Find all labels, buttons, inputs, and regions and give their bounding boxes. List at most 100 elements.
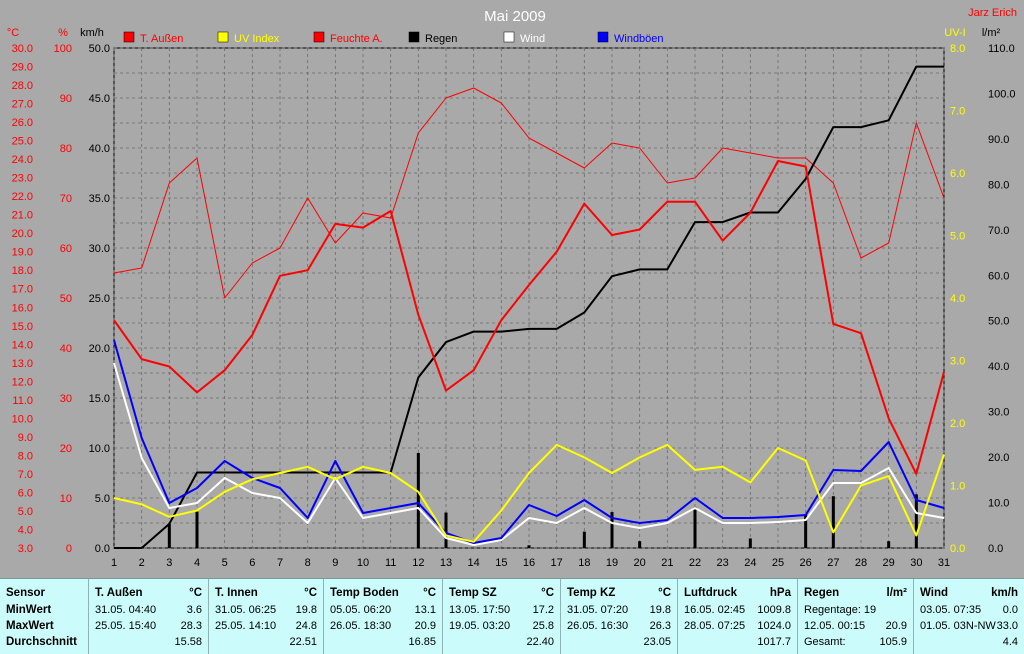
temp-axis-unit: °C bbox=[7, 27, 19, 39]
chart-title: Mai 2009 bbox=[484, 8, 546, 25]
legend-swatch bbox=[313, 31, 325, 43]
stats-column-unit: °C bbox=[304, 587, 317, 599]
rain-tick-label: 50.0 bbox=[988, 316, 1009, 328]
stats-row-label: 26.05. 18:30 bbox=[330, 620, 392, 632]
stats-column: Wind km/h 03.05. 07:35 0.0 01.05. 03N-NW 33.0… bbox=[913, 579, 1024, 654]
stats-column-title: T. Innen bbox=[215, 587, 258, 599]
rain-bar bbox=[527, 545, 531, 548]
temp-tick-label: 5.0 bbox=[18, 506, 33, 518]
rain-bar bbox=[748, 538, 752, 548]
stats-column-unit: °C bbox=[423, 587, 436, 599]
legend-swatch bbox=[217, 31, 229, 43]
legend-label: T. Außen bbox=[140, 33, 183, 45]
stats-row-label: 26.05. 16:30 bbox=[567, 620, 629, 632]
temp-tick-label: 11.0 bbox=[12, 395, 33, 407]
uv-tick-label: 1.0 bbox=[950, 481, 965, 493]
stats-row-label: 13.05. 17:50 bbox=[449, 604, 511, 616]
rain-bar bbox=[804, 514, 808, 548]
uv-tick-label: 3.0 bbox=[950, 356, 965, 368]
stats-row: 26.05. 18:30 20.9 bbox=[330, 620, 436, 634]
temp-tick-label: 7.0 bbox=[18, 469, 33, 481]
x-tick-label: 26 bbox=[800, 557, 812, 569]
stats-column-unit: °C bbox=[658, 587, 671, 599]
stats-column-title: Temp Boden bbox=[330, 587, 399, 599]
x-tick-label: 2 bbox=[139, 557, 145, 569]
stats-column-title: Luftdruck bbox=[684, 587, 738, 599]
legend-swatch bbox=[408, 31, 420, 43]
rain-tick-label: 90.0 bbox=[988, 134, 1009, 146]
temp-tick-label: 9.0 bbox=[18, 432, 33, 444]
x-tick-label: 4 bbox=[194, 557, 200, 569]
percent-tick-label: 50 bbox=[60, 293, 72, 305]
stats-row-label: 31.05. 04:40 bbox=[95, 604, 157, 616]
x-tick-label: 19 bbox=[606, 557, 618, 569]
x-tick-label: 7 bbox=[277, 557, 283, 569]
stats-column: Temp Boden °C 05.05. 06:20 13.1 26.05. 18:30… bbox=[323, 579, 442, 654]
x-tick-label: 31 bbox=[938, 557, 950, 569]
percent-tick-label: 20 bbox=[60, 443, 72, 455]
x-tick-label: 15 bbox=[495, 557, 507, 569]
rain-bar bbox=[638, 541, 642, 548]
series-line bbox=[113, 443, 945, 543]
rain-bar bbox=[167, 523, 171, 548]
row-label-min: MinWert bbox=[6, 604, 52, 616]
rain-bar bbox=[693, 507, 697, 548]
rain-axis-unit: l/m² bbox=[982, 27, 1001, 39]
x-tick-label: 20 bbox=[634, 557, 646, 569]
temp-tick-label: 21.0 bbox=[12, 210, 33, 222]
series-line bbox=[113, 362, 945, 546]
percent-axis-unit: % bbox=[58, 27, 68, 39]
temp-tick-label: 24.0 bbox=[12, 154, 33, 166]
rain-tick-label: 40.0 bbox=[988, 361, 1009, 373]
stats-column-unit: km/h bbox=[991, 587, 1018, 599]
percent-tick-label: 40 bbox=[60, 343, 72, 355]
legend-swatch bbox=[123, 31, 135, 43]
kmh-tick-label: 5.0 bbox=[95, 493, 110, 505]
stats-column: Luftdruck hPa 16.05. 02:45 1009.8 28.05. 07:… bbox=[677, 579, 797, 654]
kmh-axis-unit: km/h bbox=[80, 27, 104, 39]
stats-row-label: 25.05. 14:10 bbox=[215, 620, 277, 632]
x-tick-label: 11 bbox=[385, 557, 396, 569]
stats-row-value: 3.6 bbox=[186, 604, 202, 616]
stats-row-label: 01.05. 03N-NW bbox=[920, 620, 996, 632]
stats-row-label: 25.05. 15:40 bbox=[95, 620, 157, 632]
x-tick-label: 22 bbox=[689, 557, 701, 569]
temp-tick-label: 13.0 bbox=[12, 358, 33, 370]
legend-swatch bbox=[597, 31, 609, 43]
kmh-tick-label: 35.0 bbox=[89, 193, 110, 205]
stats-row: 16.05. 02:45 1009.8 bbox=[684, 604, 791, 618]
stats-row-label: 16.05. 02:45 bbox=[684, 604, 746, 616]
percent-tick-label: 60 bbox=[60, 243, 72, 255]
temp-tick-label: 22.0 bbox=[12, 191, 33, 203]
stats-column-unit: l/m² bbox=[886, 587, 907, 599]
stats-row-label: 31.05. 07:20 bbox=[567, 604, 629, 616]
grid-lines bbox=[113, 47, 945, 549]
stats-row: 12.05. 00:15 20.9 bbox=[804, 620, 907, 634]
temp-tick-label: 29.0 bbox=[12, 62, 33, 74]
x-tick-label: 9 bbox=[332, 557, 338, 569]
uv-tick-label: 4.0 bbox=[950, 293, 965, 305]
legend-swatch bbox=[503, 31, 515, 43]
temp-tick-label: 6.0 bbox=[18, 487, 33, 499]
rain-tick-label: 10.0 bbox=[988, 498, 1009, 510]
stats-column-unit: hPa bbox=[769, 587, 791, 599]
x-tick-label: 13 bbox=[440, 557, 452, 569]
temp-tick-label: 16.0 bbox=[12, 302, 33, 314]
stats-row-label: 12.05. 00:15 bbox=[804, 620, 866, 632]
temp-tick-label: 20.0 bbox=[12, 228, 33, 240]
rain-bar bbox=[416, 453, 420, 548]
temp-tick-label: 27.0 bbox=[12, 99, 33, 111]
x-tick-label: 16 bbox=[523, 557, 535, 569]
chart-svg: 3.04.05.06.07.08.09.010.011.012.013.014.… bbox=[7, 7, 1017, 569]
stats-row: 13.05. 17:50 17.2 bbox=[449, 604, 554, 618]
rain-tick-label: 30.0 bbox=[988, 407, 1009, 419]
uv-tick-label: 5.0 bbox=[950, 231, 965, 243]
stats-row: 31.05. 04:40 3.6 bbox=[95, 604, 202, 618]
rain-tick-label: 70.0 bbox=[988, 225, 1009, 237]
stats-row-value: 23.05 bbox=[643, 636, 671, 648]
stats-column: T. Innen °C 31.05. 06:25 19.8 25.05. 14:10 24… bbox=[208, 579, 323, 654]
stats-row: 03.05. 07:35 0.0 bbox=[920, 604, 1018, 618]
uv-tick-label: 0.0 bbox=[950, 543, 965, 555]
kmh-tick-label: 15.0 bbox=[89, 393, 110, 405]
stats-row: 23.05 bbox=[567, 636, 671, 650]
